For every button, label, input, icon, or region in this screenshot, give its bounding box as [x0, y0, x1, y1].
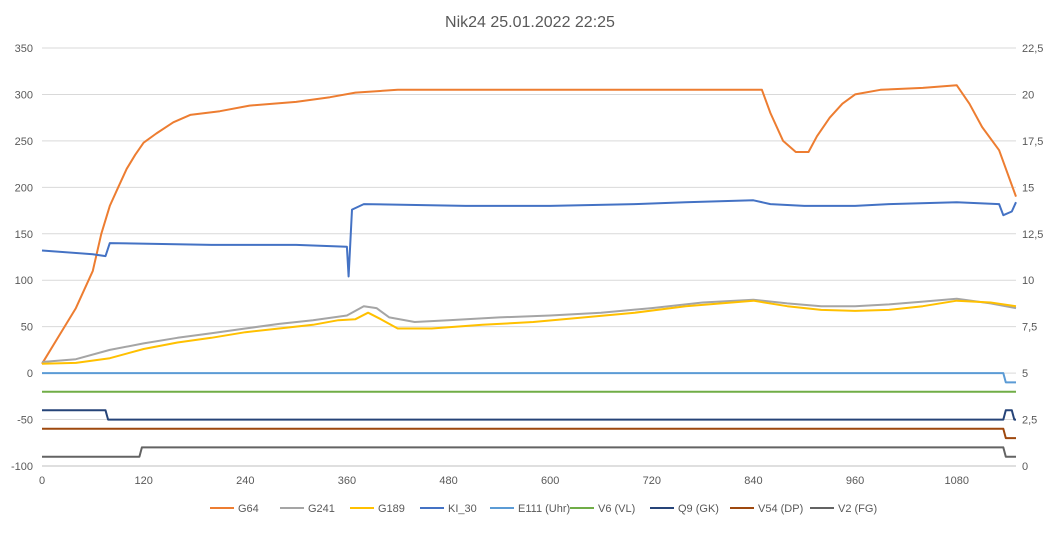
y-tick-label: 350: [15, 43, 33, 55]
series-line-g189: [41, 299, 1017, 365]
y2-tick-label: 7,5: [1022, 322, 1037, 334]
x-tick-label: 0: [39, 475, 45, 487]
series-line-ki-30: [41, 199, 1017, 278]
x-tick-label: 360: [338, 475, 356, 487]
x-tick-label: 720: [643, 475, 661, 487]
x-tick-label: 1080: [944, 475, 968, 487]
y2-tick-label: 17,5: [1022, 136, 1043, 148]
x-tick-label: 960: [846, 475, 864, 487]
y-tick-label: 100: [15, 275, 33, 287]
x-tick-label: 480: [439, 475, 457, 487]
gridlines: [42, 47, 1016, 467]
axes: 350300250200150100500-50-10022,52017,515…: [11, 43, 1043, 487]
legend-label: G189: [378, 503, 405, 515]
x-tick-label: 840: [744, 475, 762, 487]
y2-tick-label: 10: [1022, 275, 1034, 287]
y-tick-label: 150: [15, 229, 33, 241]
y2-tick-label: 0: [1022, 461, 1028, 473]
x-tick-label: 240: [236, 475, 254, 487]
series-line-g64: [41, 84, 1017, 365]
y2-tick-label: 15: [1022, 182, 1034, 194]
legend-label: E111 (Uhr): [518, 503, 570, 515]
series-lines: [41, 84, 1017, 458]
y-tick-label: 50: [21, 322, 33, 334]
legend: G64 G241 G189 KI_30 E111 (Uhr) V6 (VL) Q9 (GK)…: [210, 503, 877, 515]
legend-label: V2 (FG): [838, 503, 877, 515]
series-line-e111-uhr: [42, 372, 1016, 384]
x-tick-label: 120: [134, 475, 152, 487]
legend-label: V54 (DP): [758, 503, 803, 515]
legend-label: Q9 (GK): [678, 503, 719, 515]
legend-label: G241: [308, 503, 335, 515]
series-line-v54-dp: [42, 427, 1016, 440]
y2-tick-label: 20: [1022, 89, 1034, 101]
legend-label: KI_30: [448, 503, 477, 515]
y2-tick-label: 22,5: [1022, 43, 1043, 55]
x-tick-label: 600: [541, 475, 559, 487]
y-tick-label: 200: [15, 182, 33, 194]
y-tick-label: 300: [15, 89, 33, 101]
y2-tick-label: 12,5: [1022, 229, 1043, 241]
legend-label: G64: [238, 503, 259, 515]
series-line-q9-gk: [42, 409, 1016, 421]
series-line-v2-fg: [42, 446, 1016, 458]
y-tick-label: 0: [27, 368, 33, 380]
chart-title: Nik24 25.01.2022 22:25: [445, 14, 615, 31]
y-tick-label: -100: [11, 461, 33, 473]
legend-label: V6 (VL): [598, 503, 635, 515]
y2-tick-label: 5: [1022, 368, 1028, 380]
y2-tick-label: 2,5: [1022, 415, 1037, 427]
y-tick-label: 250: [15, 136, 33, 148]
series-line-g241: [41, 297, 1017, 363]
y-tick-label: -50: [17, 415, 33, 427]
